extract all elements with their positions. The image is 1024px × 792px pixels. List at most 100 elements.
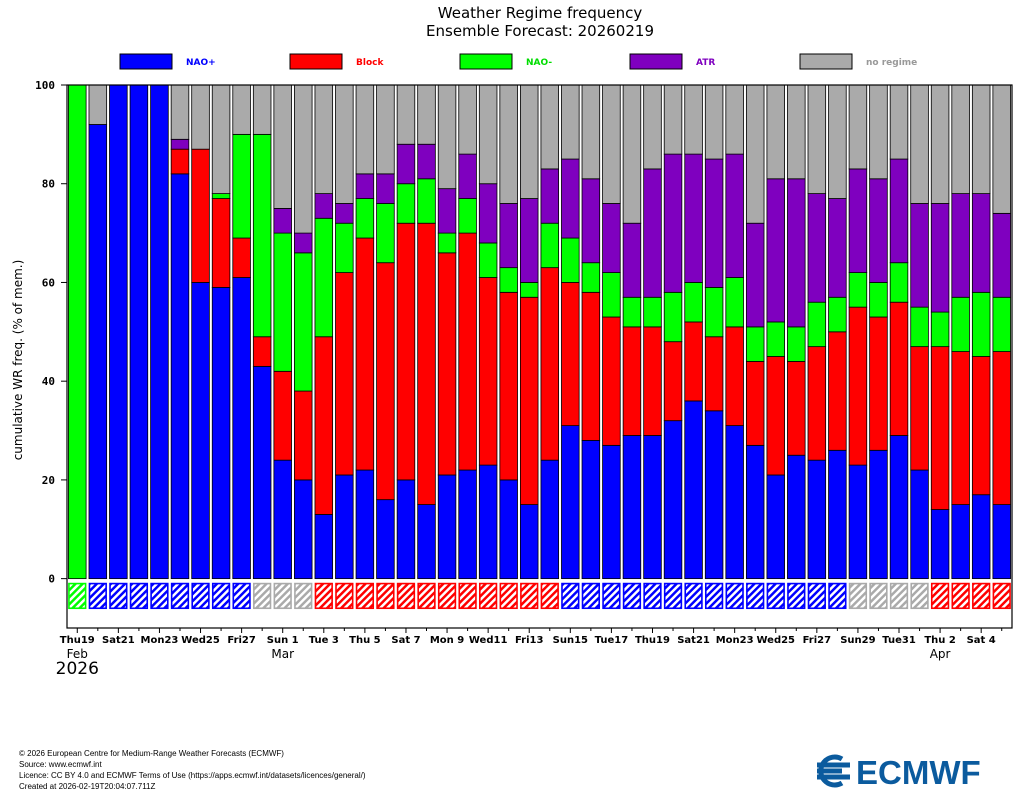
bar-segment-no-regime xyxy=(807,84,827,194)
bar-segment-block xyxy=(745,361,765,446)
legend-swatch-nao- xyxy=(119,53,173,70)
bar-segment-atr xyxy=(581,178,601,264)
dominant-regime-marker xyxy=(129,582,149,610)
bar-segment-nao- xyxy=(396,183,416,224)
bar-segment-nao- xyxy=(561,425,580,580)
y-tick-label: 40 xyxy=(42,375,55,388)
dominant-regime-marker xyxy=(766,582,785,610)
bar-segment-no-regime xyxy=(211,84,231,194)
bar-segment-no-regime xyxy=(663,84,683,155)
bar-segment-nao- xyxy=(622,296,642,328)
footer-source: Source: www.ecmwf.int xyxy=(19,760,102,769)
bar-segment-no-regime xyxy=(930,84,950,204)
bar-segment-atr xyxy=(910,203,929,308)
bar-segment-block xyxy=(376,262,395,501)
bar-segment-nao- xyxy=(561,237,580,283)
bar-segment-atr xyxy=(951,193,970,298)
bar-segment-atr xyxy=(561,158,580,239)
dominant-regime-marker xyxy=(972,582,991,610)
bar-segment-nao- xyxy=(643,296,662,328)
dominant-regime-marker xyxy=(951,582,970,610)
bar-segment-nao- xyxy=(252,365,272,580)
bar-segment-nao- xyxy=(725,425,744,580)
x-tick-label: Mon23 xyxy=(716,635,754,646)
bar-segment-nao- xyxy=(417,178,436,224)
bar-segment-no-regime xyxy=(417,84,436,145)
bar-segment-block xyxy=(211,198,231,288)
bar-segment-block xyxy=(602,316,621,446)
bar-segment-no-regime xyxy=(252,84,272,135)
bar-segment-block xyxy=(191,148,210,283)
bar-segment-no-regime xyxy=(273,84,292,209)
bar-segment-block xyxy=(910,346,929,471)
bar-segment-no-regime xyxy=(376,84,395,175)
bar-segment-block xyxy=(437,252,457,476)
dominant-regime-marker xyxy=(458,582,477,610)
dominant-regime-marker xyxy=(704,582,724,610)
dominant-regime-marker xyxy=(725,582,744,610)
legend-label-nao-: NAO- xyxy=(526,58,552,68)
legend-label-no-regime: no regime xyxy=(866,58,917,68)
bar-segment-nao- xyxy=(458,198,477,234)
legend-swatch-atr xyxy=(629,53,683,70)
bar-segment-block xyxy=(766,356,785,476)
bar-segment-block xyxy=(335,272,354,476)
x-tick-label: Thu19 xyxy=(60,635,95,646)
x-tick-label: Fri13 xyxy=(515,635,544,646)
dominant-regime-marker xyxy=(232,582,251,610)
bar-segment-no-regime xyxy=(499,84,518,204)
bar-segment-nao- xyxy=(314,514,334,580)
dominant-regime-marker xyxy=(109,582,128,610)
bar-segment-atr xyxy=(519,198,539,283)
y-tick-label: 80 xyxy=(42,178,55,191)
bar-segment-no-regime xyxy=(294,84,313,234)
bar-segment-no-regime xyxy=(232,84,251,135)
bar-segment-atr xyxy=(376,173,395,204)
legend-swatch-no-regime xyxy=(799,53,853,70)
x-tick-label: Thu 5 xyxy=(349,635,381,646)
bar-segment-nao- xyxy=(930,509,950,580)
dominant-regime-marker xyxy=(663,582,683,610)
bar-segment-nao- xyxy=(602,272,621,318)
bar-segment-block xyxy=(396,222,416,481)
bar-segment-nao- xyxy=(889,435,909,580)
bar-segment-block xyxy=(848,306,868,466)
bar-segment-no-regime xyxy=(889,84,909,160)
bar-segment-block xyxy=(499,291,518,481)
y-tick-label: 0 xyxy=(48,573,55,586)
dominant-regime-marker xyxy=(787,582,806,610)
bar-segment-no-regime xyxy=(766,84,785,180)
bar-segment-no-regime xyxy=(704,84,724,160)
bar-segment-nao- xyxy=(355,469,375,580)
bar-segment-nao- xyxy=(581,262,601,293)
bar-segment-block xyxy=(540,267,560,461)
bar-segment-atr xyxy=(684,153,703,283)
bar-segment-block xyxy=(294,390,313,481)
bar-segment-block xyxy=(663,341,683,422)
dominant-regime-marker xyxy=(869,582,888,610)
legend-swatch-nao- xyxy=(459,53,513,70)
bar-segment-nao- xyxy=(355,198,375,239)
legend: NAO+ Block NAO- ATR no regime xyxy=(119,53,917,70)
bar-segment-nao- xyxy=(211,286,231,580)
ecmwf-logo-icon xyxy=(817,754,850,788)
bar-segment-block xyxy=(581,291,601,441)
dominant-regime-marker xyxy=(294,582,313,610)
bar-segment-nao- xyxy=(499,267,518,293)
dominant-regime-marker xyxy=(910,582,929,610)
bar-segment-nao- xyxy=(828,296,847,333)
bar-segment-nao- xyxy=(581,440,601,580)
bar-segment-atr xyxy=(396,143,416,185)
bar-segment-no-regime xyxy=(848,84,868,170)
bar-segment-no-regime xyxy=(910,84,929,204)
bar-segment-nao- xyxy=(766,474,785,580)
bar-segment-nao- xyxy=(376,499,395,580)
bar-segment-no-regime xyxy=(951,84,970,194)
x-tick-label: Sat 7 xyxy=(391,635,420,646)
bar-segment-nao- xyxy=(335,222,354,273)
bar-segment-block xyxy=(561,282,580,427)
bar-segment-block xyxy=(232,237,251,278)
bar-segment-atr xyxy=(170,138,190,150)
bar-segment-nao- xyxy=(663,291,683,343)
bar-segment-nao- xyxy=(478,242,498,278)
